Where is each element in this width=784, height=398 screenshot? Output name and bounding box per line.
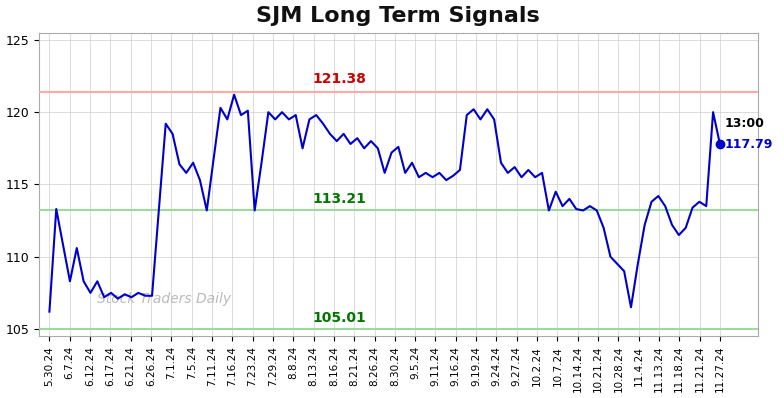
Title: SJM Long Term Signals: SJM Long Term Signals: [256, 6, 540, 25]
Text: 121.38: 121.38: [312, 72, 366, 86]
Text: 117.79: 117.79: [725, 139, 774, 152]
Text: 105.01: 105.01: [312, 310, 366, 324]
Text: 13:00: 13:00: [725, 117, 765, 130]
Text: 113.21: 113.21: [312, 192, 366, 206]
Text: Stock Traders Daily: Stock Traders Daily: [96, 292, 230, 306]
